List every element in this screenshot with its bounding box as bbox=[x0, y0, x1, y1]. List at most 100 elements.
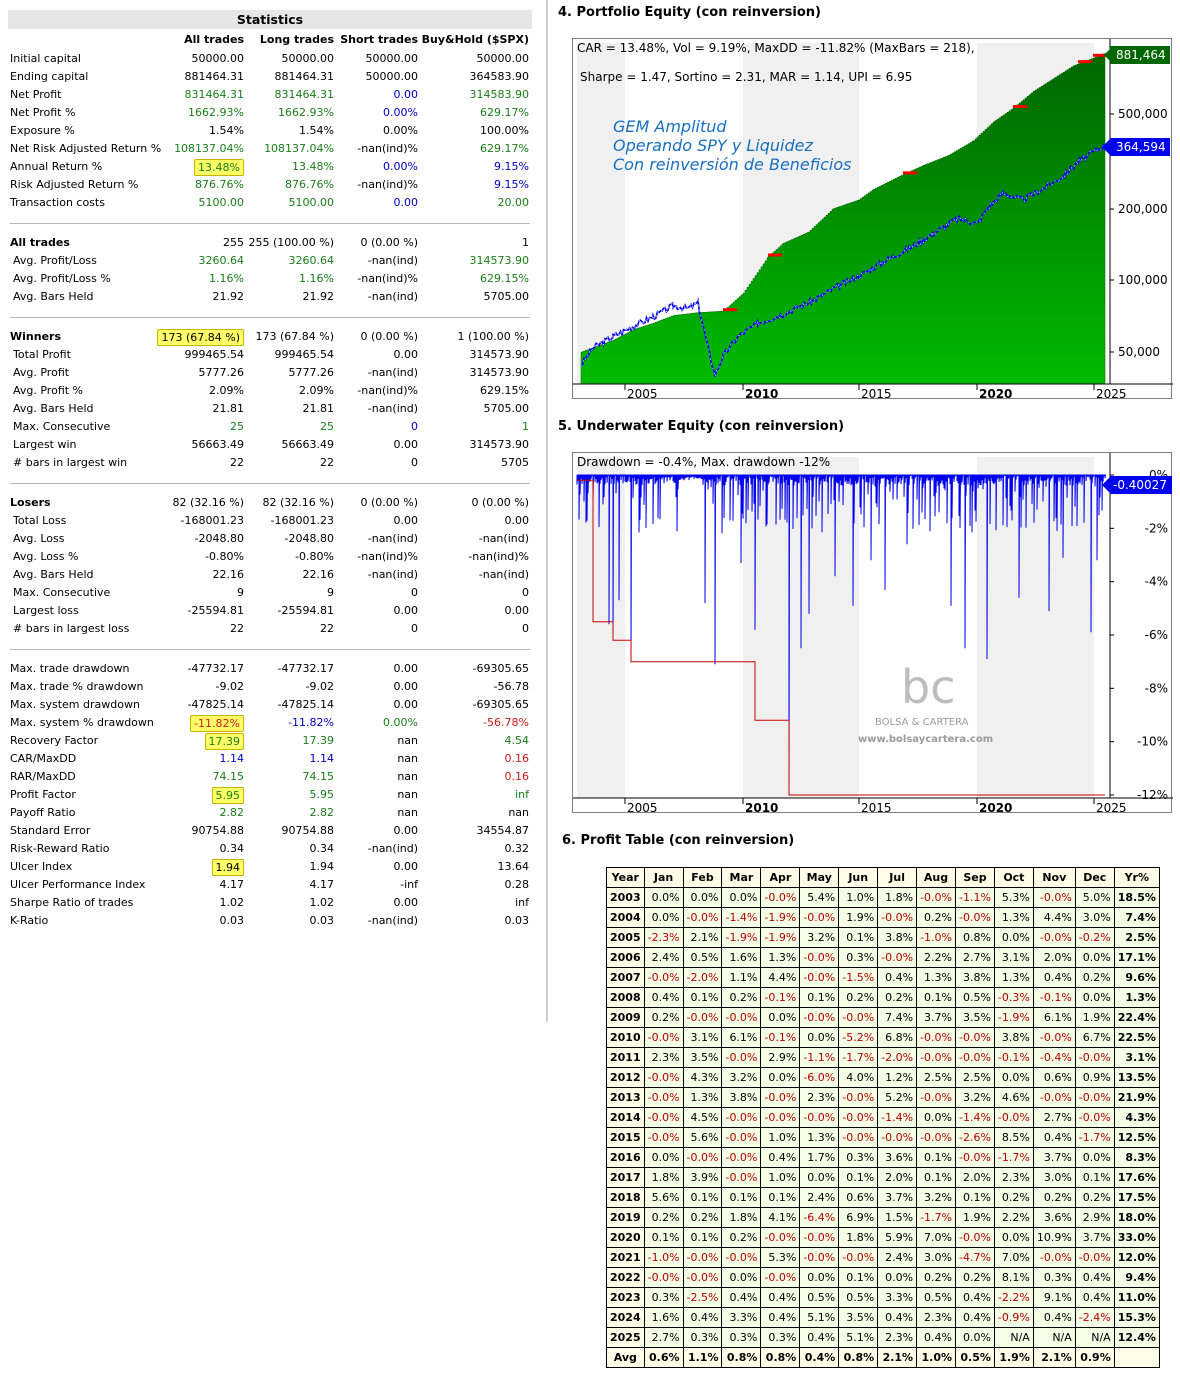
month-return-cell: -0.0% bbox=[721, 1167, 762, 1188]
month-return-cell: -0.0% bbox=[1032, 1087, 1076, 1108]
value-text: 56663.49 bbox=[281, 438, 335, 451]
stats-row-value: -47825.14 bbox=[188, 696, 244, 714]
month-return-cell: 0.4% bbox=[955, 1307, 995, 1328]
month-return-cell: -1.1% bbox=[799, 1047, 840, 1068]
month-return-cell: 0.6% bbox=[1032, 1067, 1076, 1088]
value-text: 5705.00 bbox=[483, 290, 530, 303]
stats-row-label: Avg. Bars Held bbox=[13, 568, 94, 581]
drawdown-mark bbox=[1013, 104, 1027, 108]
value-text: 17.39 bbox=[302, 734, 335, 747]
stats-row-value: 50000.00 bbox=[477, 50, 530, 68]
month-return-cell: 6.9% bbox=[838, 1207, 879, 1228]
value-text: -47732.17 bbox=[187, 662, 244, 675]
year-return-cell: 22.5% bbox=[1113, 1027, 1160, 1048]
month-return-cell: 1.9% bbox=[955, 1207, 995, 1228]
stats-row-label: Profit Factor bbox=[10, 788, 76, 801]
background-band bbox=[577, 43, 625, 384]
month-return-cell: N/A bbox=[1032, 1327, 1076, 1348]
stats-row-label: Sharpe Ratio of trades bbox=[10, 896, 134, 909]
year-return-cell: 12.0% bbox=[1113, 1247, 1160, 1268]
month-return-cell: 7.4% bbox=[877, 1007, 918, 1028]
stats-row-value: 0.03 bbox=[310, 912, 335, 930]
stats-row-value: 0 (0.00 %) bbox=[360, 328, 418, 346]
stats-row-label: Net Profit % bbox=[10, 106, 76, 119]
value-text: 5705.00 bbox=[483, 402, 530, 415]
month-return-cell: 2.0% bbox=[955, 1167, 995, 1188]
stats-row-value: 5100.00 bbox=[289, 194, 335, 212]
profit-table-row: 2019 0.2% 0.2% 1.8% 4.1% -6.4% 6.9% 1.5% -1.7% 1.… bbox=[606, 1207, 1160, 1228]
stats-row-value: -inf bbox=[400, 876, 418, 894]
stats-row-value: 0.00 bbox=[505, 602, 530, 620]
stats-row-value: 0 (0.00 %) bbox=[360, 234, 418, 252]
y-tick-label: -12% bbox=[1137, 788, 1168, 802]
month-return-cell: -0.0% bbox=[721, 1047, 762, 1068]
stats-row-value: 9 bbox=[327, 584, 334, 602]
month-return-cell: 3.6% bbox=[1032, 1207, 1076, 1228]
stats-row-value: 314573.90 bbox=[470, 252, 530, 270]
y-tick-label: 100,000 bbox=[1118, 273, 1168, 287]
value-text: 831464.31 bbox=[184, 88, 245, 101]
stats-row-value: 17.39 bbox=[303, 732, 335, 750]
month-return-cell: 0.4% bbox=[799, 1327, 840, 1348]
value-text: 0.03 bbox=[219, 914, 245, 927]
value-text: 0.00% bbox=[383, 716, 418, 729]
stats-row-value: 4.17 bbox=[310, 876, 335, 894]
month-return-cell: 0.1% bbox=[721, 1187, 762, 1208]
value-text: 22 bbox=[230, 622, 244, 635]
underwater-equity-chart: bc BOLSA & CARTERA www.bolsaycartera.com 0%… bbox=[572, 452, 1173, 814]
profit-table-header-cell: Mar bbox=[721, 867, 762, 888]
stats-row-value: 3260.64 bbox=[289, 252, 335, 270]
stats-row-value: 1662.93% bbox=[188, 104, 244, 122]
value-text: -11.82% bbox=[288, 716, 334, 729]
stats-row-value: 1.54% bbox=[299, 122, 334, 140]
stats-row-value: 0.00 bbox=[394, 678, 419, 696]
value-text: inf bbox=[515, 788, 529, 801]
stats-row-value: 0 (0.00 %) bbox=[471, 494, 529, 512]
value-text: 3260.64 bbox=[198, 254, 245, 267]
month-return-cell: 0.3% bbox=[721, 1327, 762, 1348]
stats-row-value: 2.82 bbox=[310, 804, 335, 822]
value-text: 108137.04% bbox=[174, 142, 244, 155]
month-return-cell: -0.0% bbox=[1032, 887, 1076, 908]
stats-row-value: 108137.04% bbox=[264, 140, 334, 158]
value-text: -nan(ind)% bbox=[357, 142, 418, 155]
year-cell: 2011 bbox=[606, 1047, 645, 1068]
year-return-cell: 12.4% bbox=[1113, 1327, 1160, 1348]
value-text: 9 bbox=[327, 586, 334, 599]
value-text: 0.32 bbox=[504, 842, 530, 855]
stats-row: Ulcer Performance Index 4.17 4.17 -inf 0.28 bbox=[0, 876, 540, 894]
value-text: -25594.81 bbox=[187, 604, 244, 617]
stats-row: Ulcer Index 1.94 1.94 0.00 13.64 bbox=[0, 858, 540, 876]
month-return-cell: -1.7% bbox=[916, 1207, 956, 1228]
month-return-cell: -0.1% bbox=[1032, 987, 1076, 1008]
value-text: 108137.04% bbox=[264, 142, 334, 155]
year-cell: 2004 bbox=[606, 907, 645, 928]
month-return-cell: 2.5% bbox=[955, 1067, 995, 1088]
value-text: 0 (0.00 %) bbox=[471, 496, 529, 509]
value-text: -56.78% bbox=[483, 716, 529, 729]
stats-row-value: 4.17 bbox=[220, 876, 245, 894]
month-return-cell: -0.0% bbox=[955, 1147, 995, 1168]
stats-row-value: 100.00% bbox=[480, 122, 529, 140]
drawdown-mark bbox=[723, 308, 737, 312]
profit-table-row: 2009 0.2% -0.0% -0.0% 0.0% -0.0% -0.0% 7.4% 3.7%… bbox=[606, 1007, 1160, 1028]
profit-table-header: Year Jan Feb Mar Apr May Jun Jul Aug Sep Oct Nov Dec… bbox=[606, 867, 1160, 888]
month-return-cell: 0.1% bbox=[799, 987, 840, 1008]
stats-row-value: 5.95 bbox=[211, 786, 244, 805]
stats-row: Max. system % drawdown -11.82% -11.82% 0.00… bbox=[0, 714, 540, 732]
month-return-cell: 3.2% bbox=[916, 1187, 956, 1208]
value-text: 2.09% bbox=[299, 384, 334, 397]
year-return-cell: 9.4% bbox=[1113, 1267, 1160, 1288]
month-return-cell: 0.0% bbox=[643, 907, 684, 928]
value-text: -47732.17 bbox=[277, 662, 334, 675]
value-text: 0 bbox=[411, 622, 418, 635]
stats-row-value: -11.82% bbox=[190, 714, 244, 733]
stats-row-label: Avg. Bars Held bbox=[13, 402, 94, 415]
x-tick-label: 2025 bbox=[1096, 387, 1127, 400]
stats-row: Exposure % 1.54% 1.54% 0.00% 100.00% bbox=[0, 122, 540, 140]
month-return-cell: 0.4% bbox=[1032, 967, 1076, 988]
month-return-cell: 4.5% bbox=[682, 1107, 723, 1128]
value-text: -nan(ind)% bbox=[357, 272, 418, 285]
month-return-cell: 0.2% bbox=[916, 1267, 956, 1288]
